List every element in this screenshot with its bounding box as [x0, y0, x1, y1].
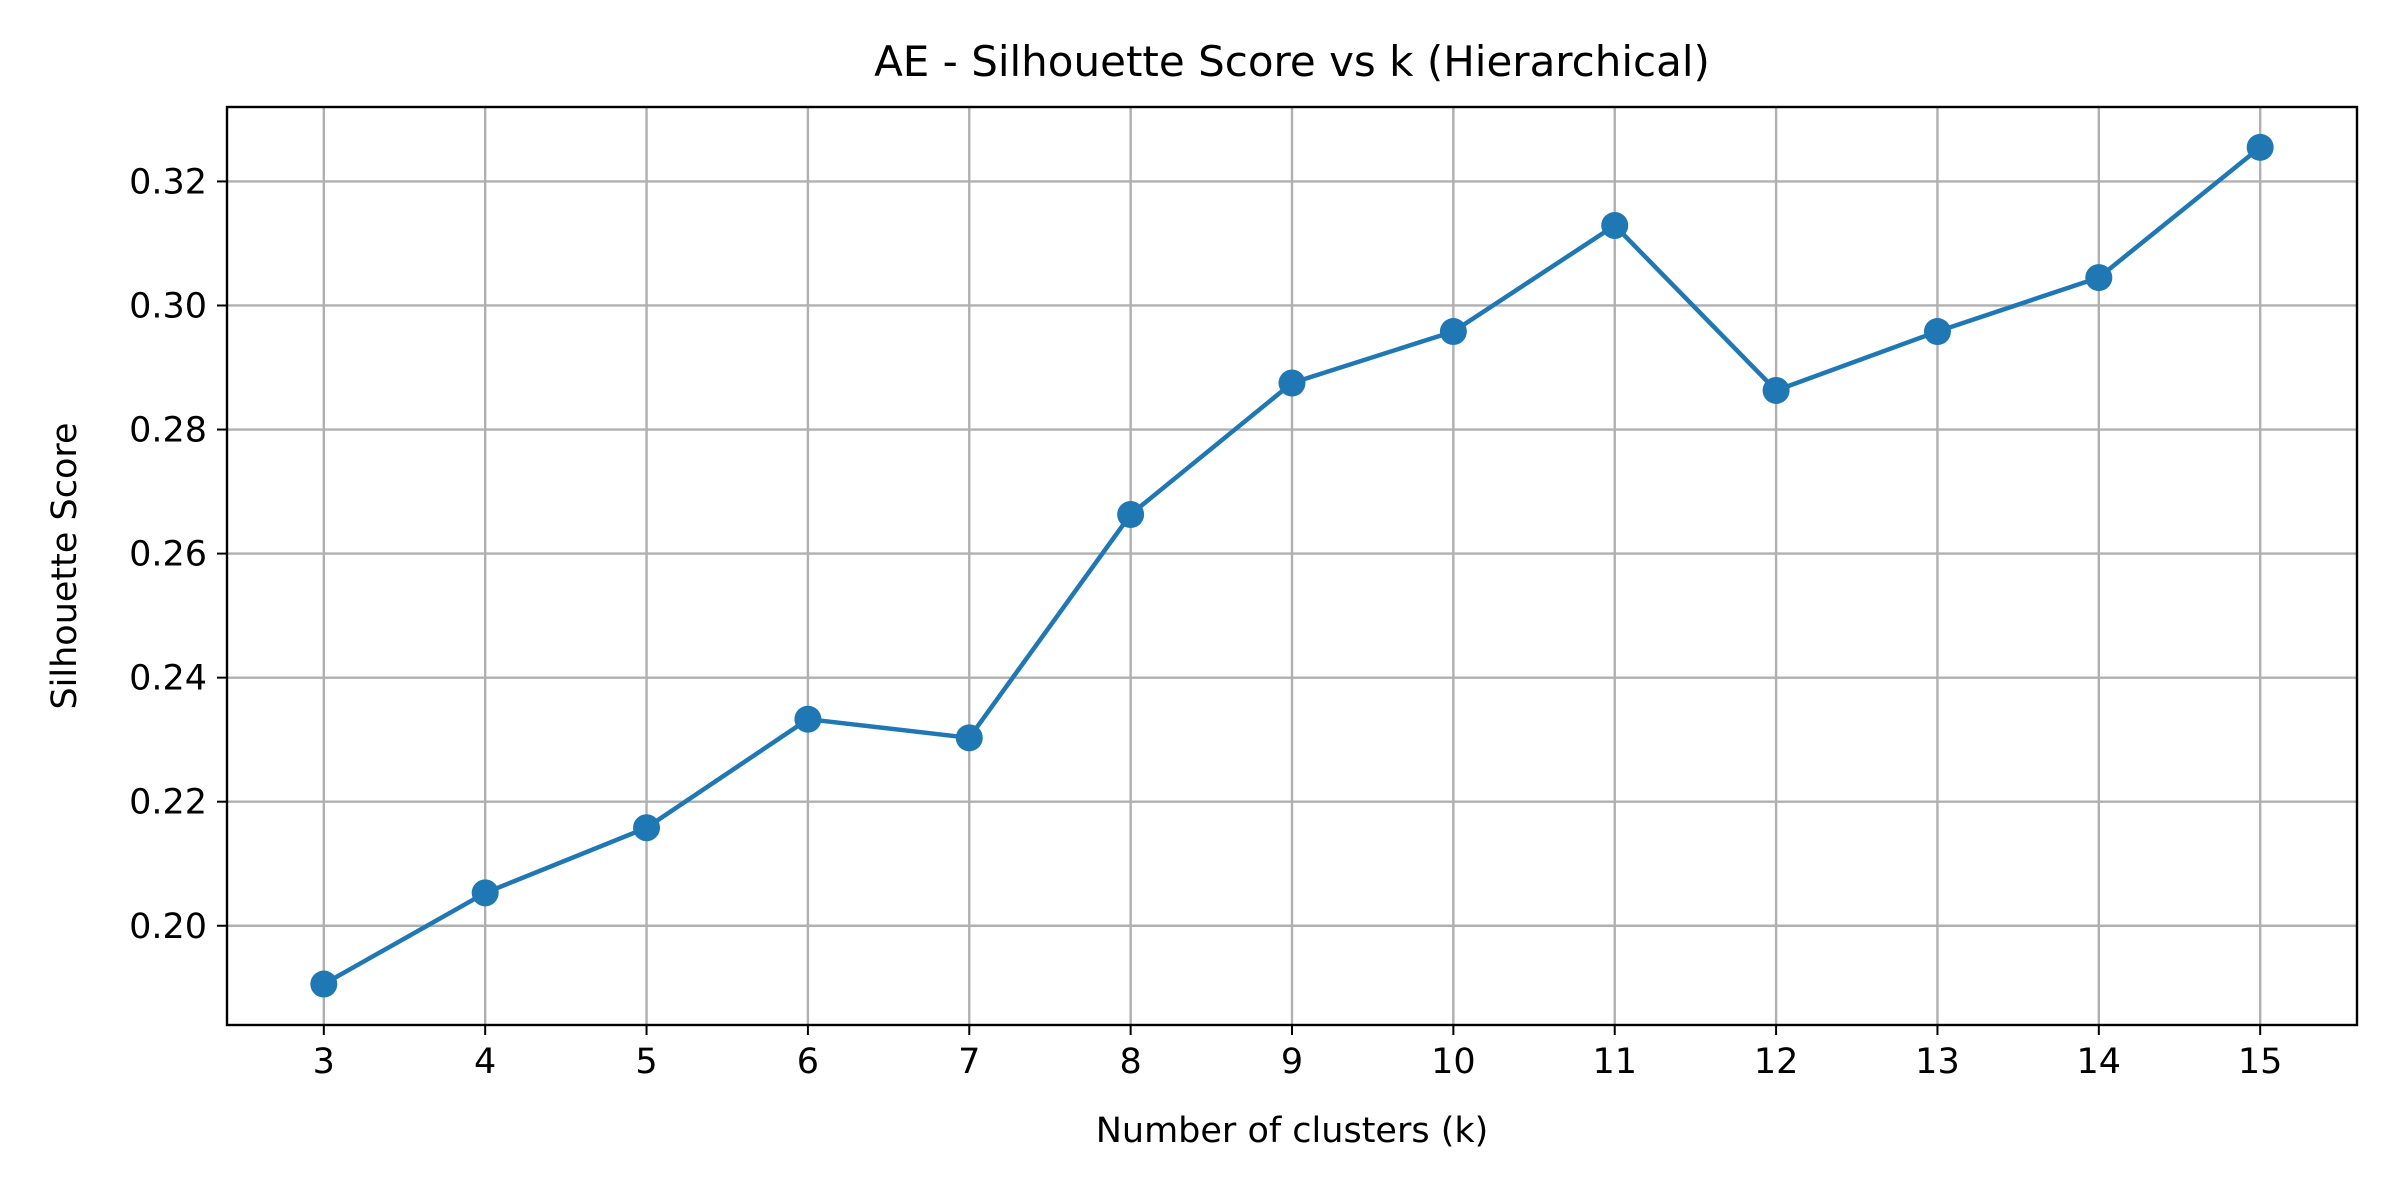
- y-tick-label: 0.30: [129, 286, 207, 326]
- x-tick-label: 6: [797, 1042, 819, 1082]
- y-tick-label: 0.26: [129, 535, 207, 575]
- y-axis-label: Silhouette Score: [45, 422, 85, 709]
- grid: [227, 107, 2357, 1025]
- y-tick-label: 0.20: [129, 907, 207, 947]
- x-tick-label: 14: [2077, 1042, 2122, 1082]
- data-point: [1117, 501, 1145, 529]
- x-tick-label: 13: [1915, 1042, 1960, 1082]
- x-tick-label: 12: [1754, 1042, 1799, 1082]
- data-point: [310, 970, 338, 998]
- x-tick-label: 11: [1592, 1042, 1637, 1082]
- x-tick-label: 3: [313, 1042, 335, 1082]
- data-point: [1601, 211, 1629, 239]
- data-point: [1762, 376, 1790, 404]
- data-point: [1439, 318, 1467, 346]
- data-point: [471, 879, 499, 907]
- data-point: [633, 814, 661, 842]
- data-point: [1923, 318, 1951, 346]
- data-point: [794, 705, 822, 733]
- data-point: [2085, 264, 2113, 292]
- y-tick-label: 0.22: [129, 783, 207, 823]
- series-layer: [310, 133, 2274, 998]
- y-tick-label: 0.32: [129, 162, 207, 202]
- x-axis-label: Number of clusters (k): [1096, 1111, 1489, 1151]
- x-tick-label: 15: [2238, 1042, 2283, 1082]
- data-point: [2246, 133, 2274, 161]
- x-tick-label: 7: [958, 1042, 980, 1082]
- x-tick-label: 4: [474, 1042, 496, 1082]
- data-point: [1278, 369, 1306, 397]
- y-tick-label: 0.28: [129, 411, 207, 451]
- x-tick-label: 10: [1431, 1042, 1476, 1082]
- x-tick-label: 9: [1281, 1042, 1303, 1082]
- x-tick-label: 5: [635, 1042, 657, 1082]
- chart-title: AE - Silhouette Score vs k (Hierarchical…: [874, 37, 1710, 86]
- x-tick-label: 8: [1119, 1042, 1141, 1082]
- data-point: [955, 724, 983, 752]
- axis-ticks: 3 4 5 6 7 8 9 10 11 12 13 14 15 0.20 0.22 0.24 0.26 0.28 0…: [129, 162, 2282, 1082]
- y-tick-label: 0.24: [129, 659, 207, 699]
